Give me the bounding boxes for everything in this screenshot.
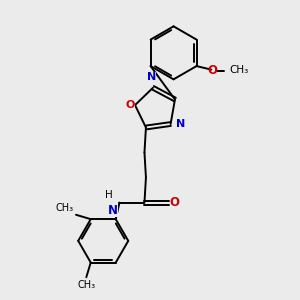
Text: O: O bbox=[125, 100, 134, 110]
Text: N: N bbox=[176, 119, 185, 129]
Text: N: N bbox=[147, 73, 156, 82]
Text: N: N bbox=[108, 204, 118, 217]
Text: H: H bbox=[105, 190, 113, 200]
Text: CH₃: CH₃ bbox=[229, 65, 248, 76]
Text: CH₃: CH₃ bbox=[77, 280, 95, 290]
Text: O: O bbox=[208, 64, 218, 77]
Text: CH₃: CH₃ bbox=[56, 203, 74, 213]
Text: O: O bbox=[170, 196, 180, 209]
